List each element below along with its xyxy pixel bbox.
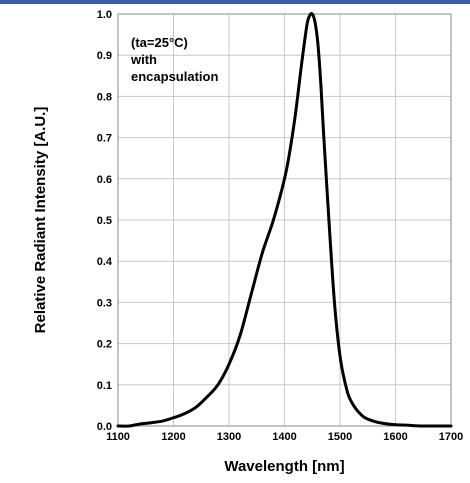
intensity-curve [116,12,453,428]
plot-frame [117,13,452,427]
y-axis-ticks: 0.0 0.1 0.2 0.3 0.4 0.5 0.6 0.7 0.8 0.9 1.0 [97,9,113,433]
y-tick-label: 0.8 [97,91,112,103]
top-border-strip [0,0,470,4]
y-axis-title: Relative Radiant Intensity [A.U.] [32,107,49,334]
annotation-line: (ta=25°C) [131,35,188,50]
y-tick-label: 1.0 [97,9,112,21]
x-axis-ticks: 1100 1200 1300 1400 1500 1600 1700 [106,431,463,443]
y-tick-label: 0.4 [97,256,113,268]
annotation-line: encapsulation [131,69,218,84]
x-tick-label: 1500 [328,431,352,443]
y-tick-label: 0.1 [97,380,112,392]
x-tick-label: 1100 [106,431,130,443]
x-tick-label: 1400 [272,431,296,443]
x-axis-title: Wavelength [nm] [224,458,344,475]
x-tick-label: 1700 [439,431,463,443]
annotation: (ta=25°C) with encapsulation [130,35,218,84]
y-tick-label: 0.3 [97,297,112,309]
y-tick-label: 0.2 [97,339,112,351]
x-tick-label: 1600 [383,431,407,443]
y-tick-label: 0.9 [97,50,112,62]
y-tick-label: 0.6 [97,174,112,186]
y-tick-label: 0.5 [97,215,112,227]
y-tick-label: 0.7 [97,133,112,145]
x-tick-label: 1200 [161,431,185,443]
x-tick-label: 1300 [217,431,241,443]
annotation-line: with [130,52,157,67]
y-tick-label: 0.0 [97,421,112,433]
